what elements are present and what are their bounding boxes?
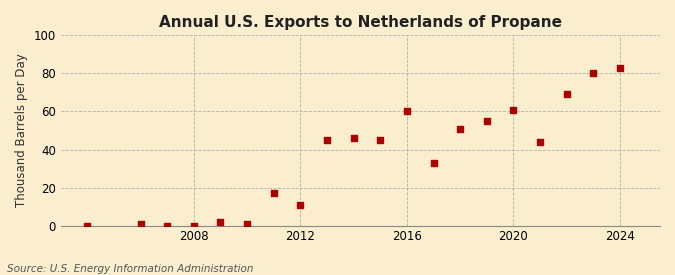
- Point: [82, 224, 92, 228]
- Point: [242, 222, 252, 226]
- Point: [321, 138, 332, 142]
- Point: [269, 191, 279, 196]
- Title: Annual U.S. Exports to Netherlands of Propane: Annual U.S. Exports to Netherlands of Pr…: [159, 15, 562, 30]
- Point: [481, 119, 492, 123]
- Point: [135, 222, 146, 226]
- Point: [188, 224, 199, 228]
- Point: [588, 71, 599, 76]
- Point: [295, 202, 306, 207]
- Y-axis label: Thousand Barrels per Day: Thousand Barrels per Day: [15, 54, 28, 207]
- Point: [348, 136, 359, 140]
- Point: [508, 107, 519, 112]
- Point: [375, 138, 385, 142]
- Point: [535, 140, 545, 144]
- Point: [615, 65, 626, 70]
- Point: [402, 109, 412, 114]
- Point: [162, 224, 173, 228]
- Point: [562, 92, 572, 97]
- Point: [455, 126, 466, 131]
- Text: Source: U.S. Energy Information Administration: Source: U.S. Energy Information Administ…: [7, 264, 253, 274]
- Point: [215, 220, 226, 224]
- Point: [428, 161, 439, 165]
